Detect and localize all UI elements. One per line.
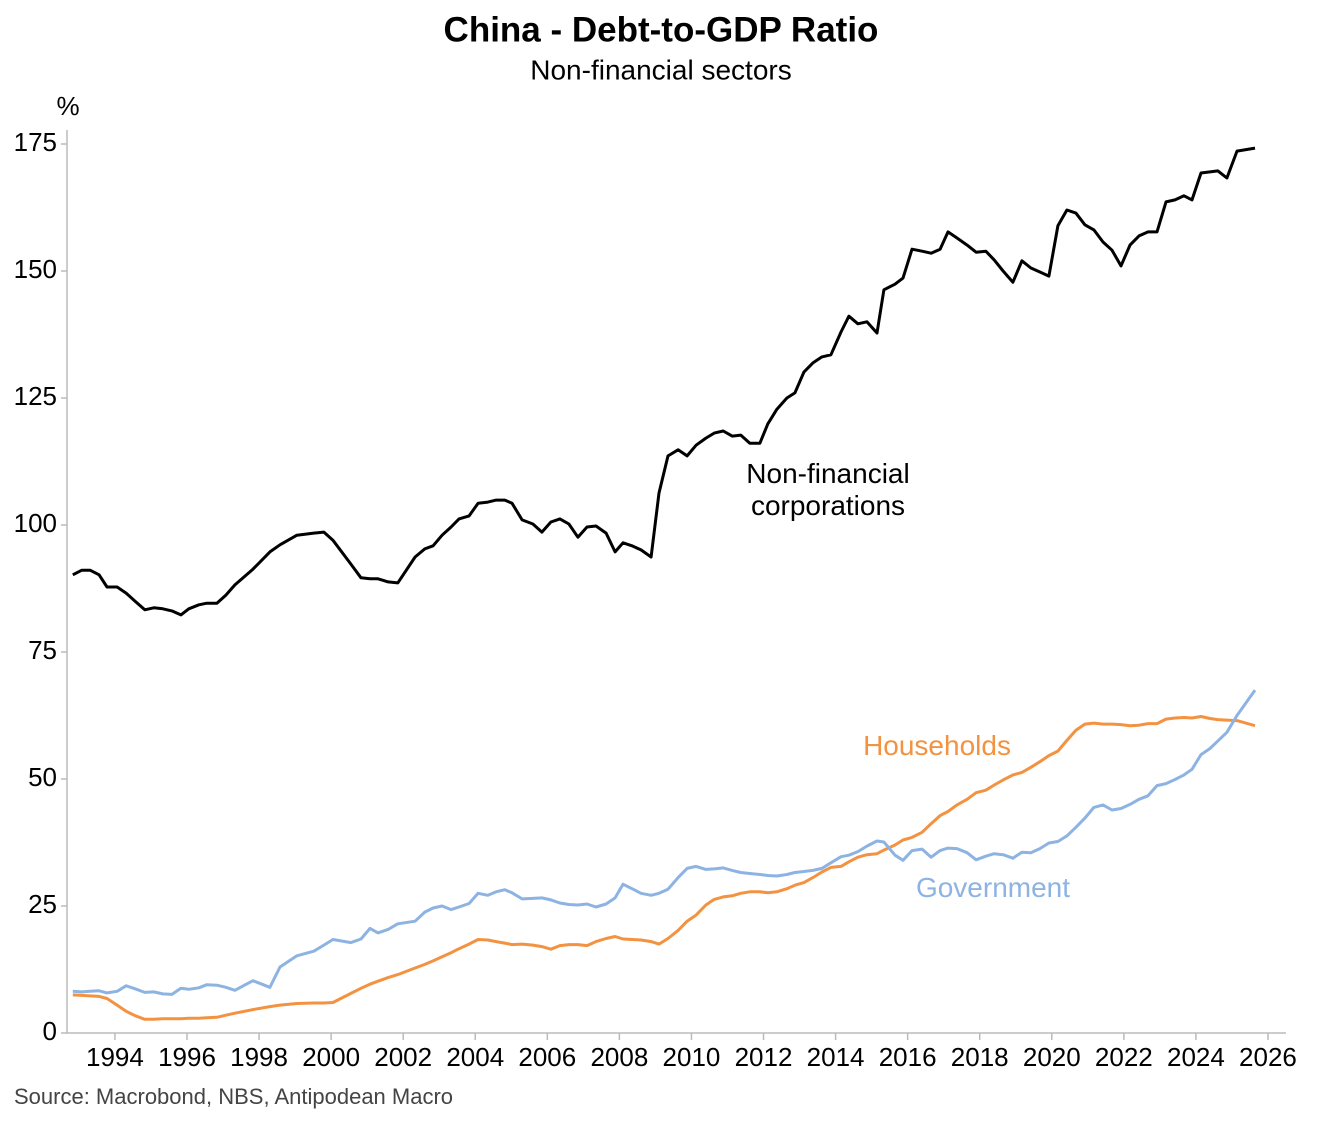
x-tick-label: 1996 bbox=[158, 1042, 216, 1072]
chart-subtitle: Non-financial sectors bbox=[530, 54, 791, 85]
x-tick-label: 2012 bbox=[735, 1042, 793, 1072]
x-tick-label: 2004 bbox=[446, 1042, 504, 1072]
y-tick-label: 150 bbox=[14, 254, 57, 284]
y-tick-label: 25 bbox=[28, 889, 57, 919]
y-tick-label: 100 bbox=[14, 508, 57, 538]
y-tick-label: 125 bbox=[14, 381, 57, 411]
series-line bbox=[72, 689, 1257, 996]
x-tick-label: 2020 bbox=[1023, 1042, 1081, 1072]
source-note: Source: Macrobond, NBS, Antipodean Macro bbox=[14, 1084, 453, 1109]
x-tick-label: 1994 bbox=[86, 1042, 144, 1072]
x-tick-label: 2000 bbox=[302, 1042, 360, 1072]
series-label: Government bbox=[915, 872, 1071, 903]
x-tick-label: 2006 bbox=[518, 1042, 576, 1072]
series-line bbox=[72, 146, 1256, 617]
x-tick-label: 2022 bbox=[1095, 1042, 1153, 1072]
x-tick-label: 2002 bbox=[374, 1042, 432, 1072]
series-label: Households bbox=[863, 730, 1011, 761]
y-tick-label: 75 bbox=[28, 635, 57, 665]
x-tick-label: 2016 bbox=[879, 1042, 937, 1072]
series-label: Non-financial corporations bbox=[746, 458, 910, 521]
x-tick-label: 2026 bbox=[1239, 1042, 1297, 1072]
x-tick-label: 1998 bbox=[230, 1042, 288, 1072]
x-tick-label: 2024 bbox=[1167, 1042, 1225, 1072]
y-axis-label: % bbox=[56, 91, 79, 121]
x-tick-label: 2010 bbox=[663, 1042, 721, 1072]
series-line bbox=[72, 715, 1256, 1021]
y-tick-label: 50 bbox=[28, 762, 57, 792]
x-tick-label: 2018 bbox=[951, 1042, 1009, 1072]
y-tick-label: 0 bbox=[43, 1016, 57, 1046]
x-tick-label: 2014 bbox=[807, 1042, 865, 1072]
y-tick-label: 175 bbox=[14, 127, 57, 157]
chart-title: China - Debt-to-GDP Ratio bbox=[444, 10, 879, 49]
x-tick-label: 2008 bbox=[590, 1042, 648, 1072]
